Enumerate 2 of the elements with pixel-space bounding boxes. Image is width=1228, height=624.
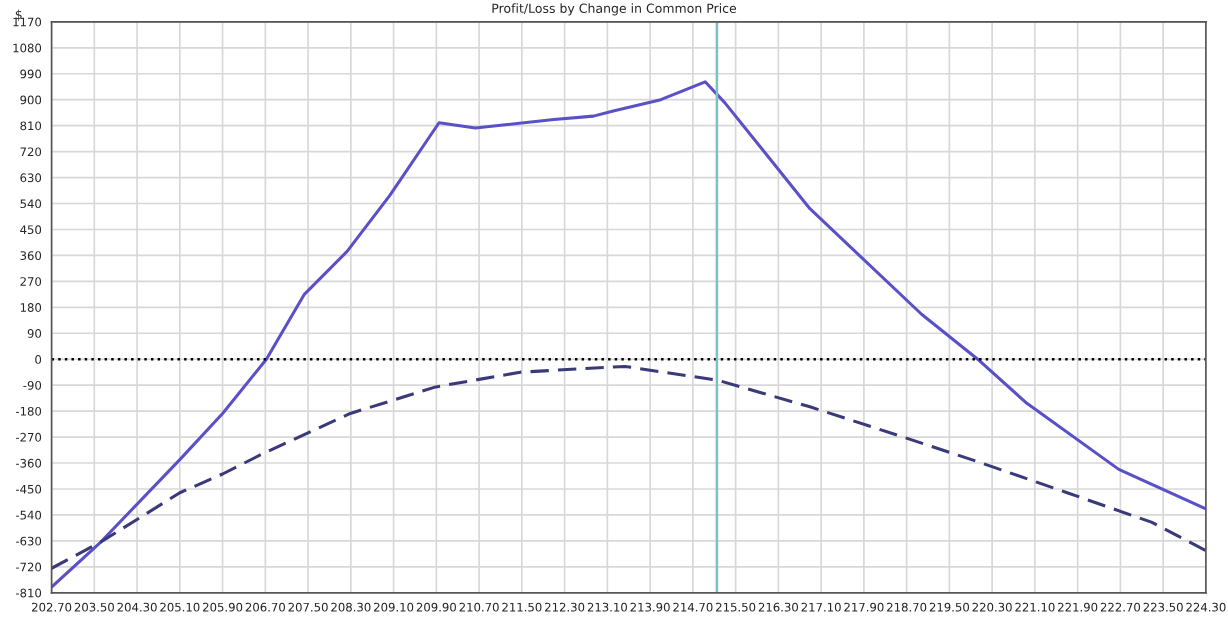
line-series — [51, 364, 1206, 570]
line-series — [51, 80, 1206, 589]
